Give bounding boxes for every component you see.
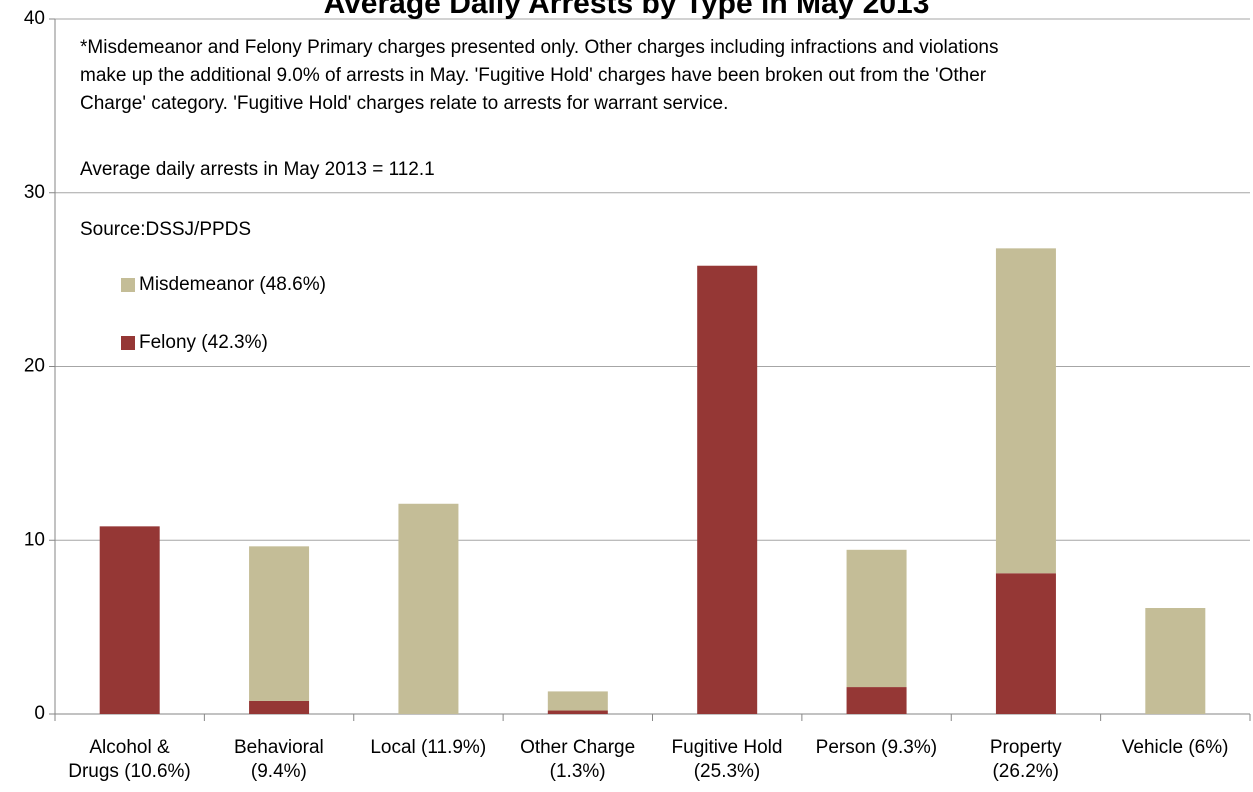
chart-title: Average Daily Arrests by Type in May 201… [323,0,930,20]
bar-segment [547,710,608,714]
x-tick-label: Alcohol & Drugs (10.6%) [68,737,191,782]
x-tick-label: Vehicle (6%) [1121,737,1229,758]
y-tick-label: 30 [24,182,45,203]
y-tick-label: 0 [34,703,45,724]
x-tick-label: Fugitive Hold (25.3%) [671,737,783,782]
source: Source:DSSJ/PPDS [80,219,252,240]
x-tick-label: Local (11.9%) [370,737,487,758]
bar-segment [995,248,1056,574]
x-tick-label: Person (9.3%) [815,737,938,758]
bar-segment [846,687,907,714]
bar-segment [99,526,160,714]
legend-label: Misdemeanor (48.6%) [139,274,326,295]
legend-label: Felony (42.3%) [139,332,268,353]
x-tick-label: Other Charge (1.3%) [520,737,636,782]
note: *Misdemeanor and Felony Primary charges … [80,37,999,114]
bar-segment [249,700,310,714]
y-tick-label: 40 [24,8,45,29]
bar-segment [697,265,758,714]
bar-segment [846,549,907,688]
bar-segment [398,503,459,714]
y-tick-label: 10 [24,529,45,550]
y-tick-label: 20 [24,356,45,377]
legend-swatch [121,278,135,292]
legend-swatch [121,336,135,350]
x-tick-label: Property (26.2%) [989,737,1062,782]
bar-segment [547,691,608,711]
x-tick-label: Behavioral (9.4%) [233,737,324,782]
bar-segment [1145,608,1206,714]
bar-segment [249,546,310,701]
bar-segment [995,573,1056,714]
average-text: Average daily arrests in May 2013 = 112.… [80,159,435,180]
